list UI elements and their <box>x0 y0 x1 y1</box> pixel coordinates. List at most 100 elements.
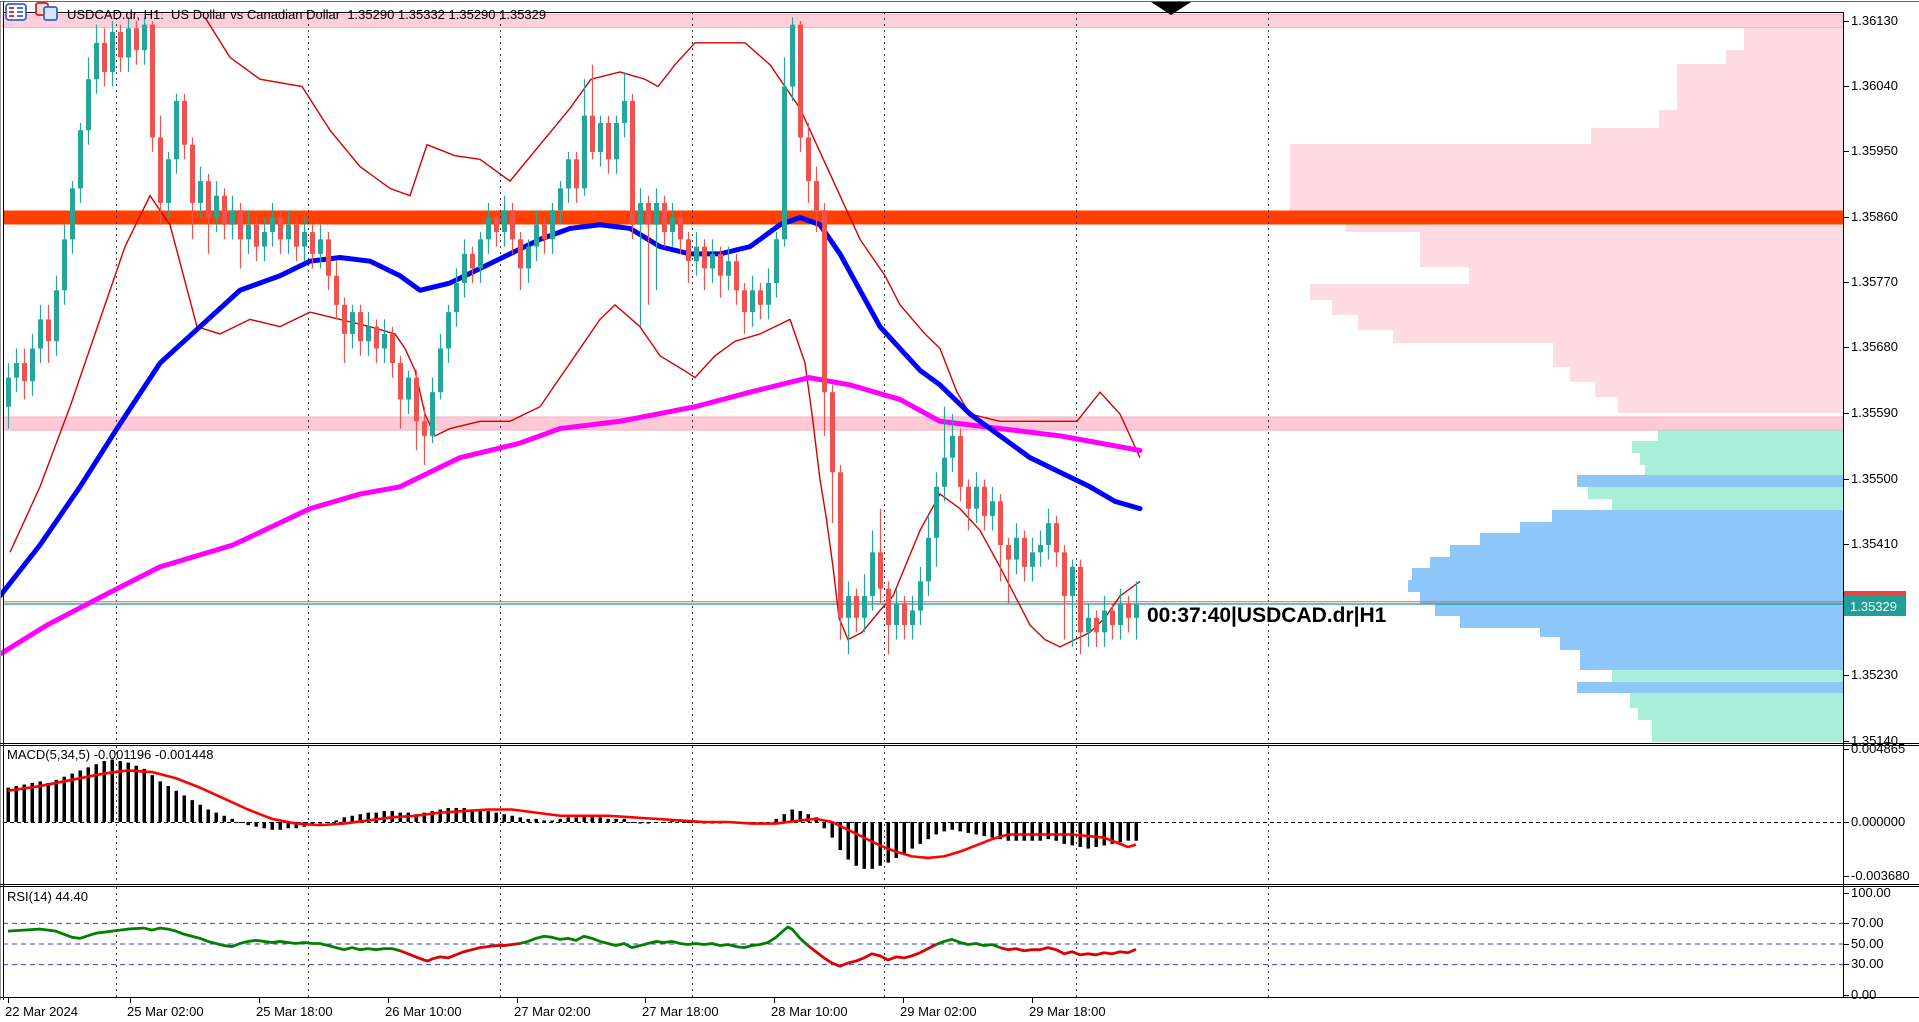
candle[interactable] <box>574 159 579 189</box>
candle[interactable] <box>78 130 83 189</box>
candle[interactable] <box>1078 566 1083 633</box>
candle[interactable] <box>254 224 259 247</box>
candle[interactable] <box>918 581 923 611</box>
candle[interactable] <box>1110 610 1115 626</box>
candle[interactable] <box>966 486 971 509</box>
candle[interactable] <box>46 319 51 342</box>
arrow-object[interactable] <box>1151 2 1191 15</box>
candle[interactable] <box>550 210 555 240</box>
candle[interactable] <box>278 217 283 240</box>
candle[interactable] <box>1030 552 1035 567</box>
candle[interactable] <box>710 253 715 269</box>
candle[interactable] <box>1046 523 1051 546</box>
candle[interactable] <box>310 232 315 254</box>
candle[interactable] <box>678 217 683 240</box>
candle[interactable] <box>662 202 667 233</box>
candle[interactable] <box>398 363 403 400</box>
candle[interactable] <box>342 304 347 334</box>
candle[interactable] <box>558 188 563 211</box>
candle[interactable] <box>718 253 723 276</box>
quotes-list-icon[interactable] <box>5 2 27 26</box>
candle[interactable] <box>582 115 587 189</box>
candle[interactable] <box>1094 617 1099 633</box>
candle[interactable] <box>526 246 531 269</box>
candle[interactable] <box>838 472 843 618</box>
candle[interactable] <box>166 159 171 203</box>
candle[interactable] <box>646 202 651 225</box>
candle[interactable] <box>230 210 235 225</box>
candle[interactable] <box>1062 552 1067 596</box>
candle[interactable] <box>622 101 627 123</box>
candle[interactable] <box>246 224 251 240</box>
candle[interactable] <box>614 122 619 160</box>
candle[interactable] <box>54 290 59 342</box>
candle[interactable] <box>566 159 571 189</box>
candle[interactable] <box>158 137 163 203</box>
candle[interactable] <box>486 217 491 240</box>
candle[interactable] <box>1134 603 1139 618</box>
candle[interactable] <box>902 603 907 626</box>
candle[interactable] <box>1022 537 1027 567</box>
candle[interactable] <box>286 224 291 240</box>
candle[interactable] <box>806 137 811 182</box>
candle[interactable] <box>1126 603 1131 618</box>
candle[interactable] <box>942 457 947 487</box>
candle[interactable] <box>878 552 883 589</box>
candle[interactable] <box>182 101 187 145</box>
candle[interactable] <box>454 283 459 313</box>
candle[interactable] <box>198 181 203 203</box>
candle[interactable] <box>670 217 675 233</box>
candle[interactable] <box>22 363 27 382</box>
candle[interactable] <box>214 195 219 218</box>
candle[interactable] <box>318 239 323 254</box>
candle[interactable] <box>686 239 691 262</box>
candle[interactable] <box>1014 537 1019 560</box>
candle[interactable] <box>358 312 363 342</box>
candle[interactable] <box>366 326 371 342</box>
candle[interactable] <box>438 348 443 393</box>
candle[interactable] <box>998 501 1003 546</box>
candle[interactable] <box>958 435 963 487</box>
candle[interactable] <box>30 348 35 382</box>
candle[interactable] <box>374 326 379 349</box>
candle[interactable] <box>470 253 475 269</box>
candle[interactable] <box>142 24 147 51</box>
candle[interactable] <box>654 202 659 225</box>
candle[interactable] <box>174 101 179 160</box>
candle[interactable] <box>302 232 307 247</box>
candle[interactable] <box>1086 617 1091 633</box>
candle[interactable] <box>870 552 875 596</box>
candle[interactable] <box>414 377 419 422</box>
candle[interactable] <box>790 24 795 87</box>
candle[interactable] <box>126 28 131 58</box>
chart-windows-icon[interactable] <box>35 2 59 26</box>
candle[interactable] <box>390 333 395 364</box>
candle[interactable] <box>326 239 331 276</box>
candle[interactable] <box>110 31 115 72</box>
candle[interactable] <box>102 42 107 72</box>
candle[interactable] <box>774 239 779 284</box>
candle[interactable] <box>750 290 755 313</box>
candle[interactable] <box>974 486 979 509</box>
candle[interactable] <box>606 122 611 160</box>
candle[interactable] <box>510 210 515 240</box>
candle[interactable] <box>726 261 731 276</box>
candle[interactable] <box>1054 523 1059 553</box>
candle[interactable] <box>350 312 355 334</box>
candle[interactable] <box>94 42 99 80</box>
candle[interactable] <box>494 217 499 233</box>
candle[interactable] <box>6 377 11 407</box>
candle[interactable] <box>822 210 827 393</box>
candle[interactable] <box>846 595 851 618</box>
candle[interactable] <box>502 210 507 233</box>
candle[interactable] <box>758 290 763 305</box>
candle[interactable] <box>462 253 467 284</box>
candle[interactable] <box>38 319 43 349</box>
candle[interactable] <box>894 603 899 626</box>
candle[interactable] <box>910 610 915 626</box>
candle[interactable] <box>262 232 267 247</box>
candle[interactable] <box>934 486 939 538</box>
candle[interactable] <box>14 363 19 378</box>
candle[interactable] <box>734 261 739 291</box>
candle[interactable] <box>542 224 547 240</box>
